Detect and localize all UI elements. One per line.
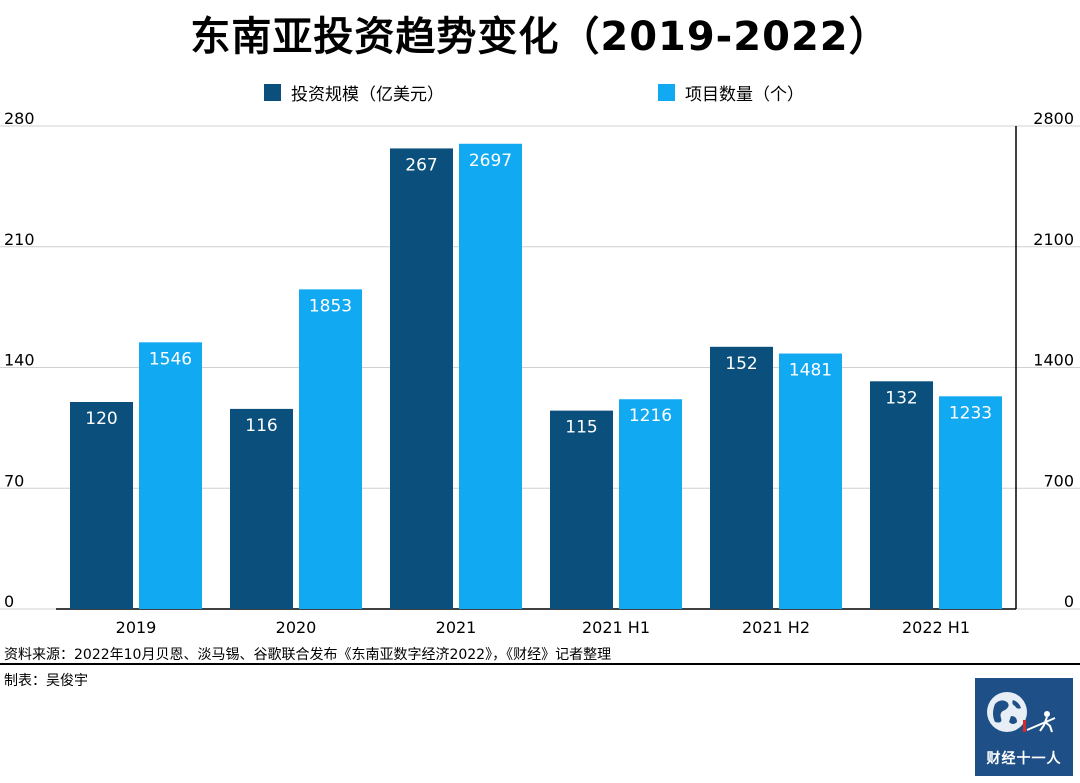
- bar-chart: 0701402102800700140021002800120154620191…: [0, 110, 1080, 637]
- x-tick-label: 2021 H1: [582, 618, 650, 637]
- data-label-projects: 1546: [149, 349, 192, 369]
- x-tick-label: 2022 H1: [902, 618, 970, 637]
- data-label-projects: 1481: [789, 361, 832, 381]
- logo-text: 财经十一人: [986, 751, 1062, 767]
- globe-icon: [987, 692, 1056, 733]
- data-label-projects: 1216: [629, 406, 672, 426]
- bar-investment: [390, 148, 453, 610]
- data-label-projects: 1853: [309, 296, 352, 316]
- y-tick-left: 280: [4, 110, 35, 128]
- bar-projects: [459, 143, 522, 609]
- data-label-investment: 115: [565, 418, 597, 438]
- divider: [0, 663, 1080, 665]
- legend-item-investment: 投资规模（亿美元）: [264, 80, 444, 105]
- bar-investment: [70, 402, 133, 609]
- y-tick-left: 210: [4, 230, 35, 249]
- legend: 投资规模（亿美元） 项目数量（个）: [0, 80, 1080, 105]
- x-tick-label: 2019: [116, 618, 157, 637]
- y-tick-right: 700: [1043, 471, 1074, 490]
- data-label-projects: 1233: [949, 403, 992, 423]
- chart-title: 东南亚投资趋势变化（2019-2022）: [190, 14, 890, 60]
- data-label-projects: 2697: [469, 151, 512, 171]
- brand-logo: 财经十一人: [975, 678, 1073, 776]
- bar-projects: [939, 396, 1002, 609]
- data-label-investment: 152: [725, 354, 757, 374]
- legend-label-projects: 项目数量（个）: [685, 85, 804, 105]
- y-tick-left: 140: [4, 351, 35, 370]
- bar-projects: [299, 289, 362, 609]
- y-tick-right: 2800: [1033, 110, 1074, 128]
- bar-investment: [870, 381, 933, 609]
- data-label-investment: 120: [85, 409, 117, 429]
- credit-note: 制表：吴俊宇: [4, 673, 88, 689]
- data-label-investment: 116: [245, 416, 277, 436]
- y-tick-right: 0: [1064, 592, 1074, 611]
- legend-swatch-projects: [658, 84, 675, 101]
- bar-projects: [619, 399, 682, 609]
- bar-investment: [230, 408, 293, 609]
- bar-projects: [139, 342, 202, 609]
- bar-projects: [779, 353, 842, 609]
- x-tick-label: 2021: [436, 618, 477, 637]
- x-tick-label: 2021 H2: [742, 618, 810, 637]
- data-label-investment: 132: [885, 388, 917, 408]
- bar-investment: [550, 410, 613, 609]
- y-tick-left: 0: [4, 592, 14, 611]
- x-tick-label: 2020: [276, 618, 317, 637]
- bar-investment: [710, 346, 773, 609]
- y-tick-right: 1400: [1033, 351, 1074, 370]
- legend-item-projects: 项目数量（个）: [658, 80, 804, 105]
- legend-swatch-investment: [264, 84, 281, 101]
- legend-label-investment: 投资规模（亿美元）: [291, 85, 444, 105]
- y-tick-right: 2100: [1033, 230, 1074, 249]
- source-note: 资料来源：2022年10月贝恩、淡马锡、谷歌联合发布《东南亚数字经济2022》，…: [4, 647, 612, 663]
- data-label-investment: 267: [405, 155, 437, 175]
- y-tick-left: 70: [4, 471, 24, 490]
